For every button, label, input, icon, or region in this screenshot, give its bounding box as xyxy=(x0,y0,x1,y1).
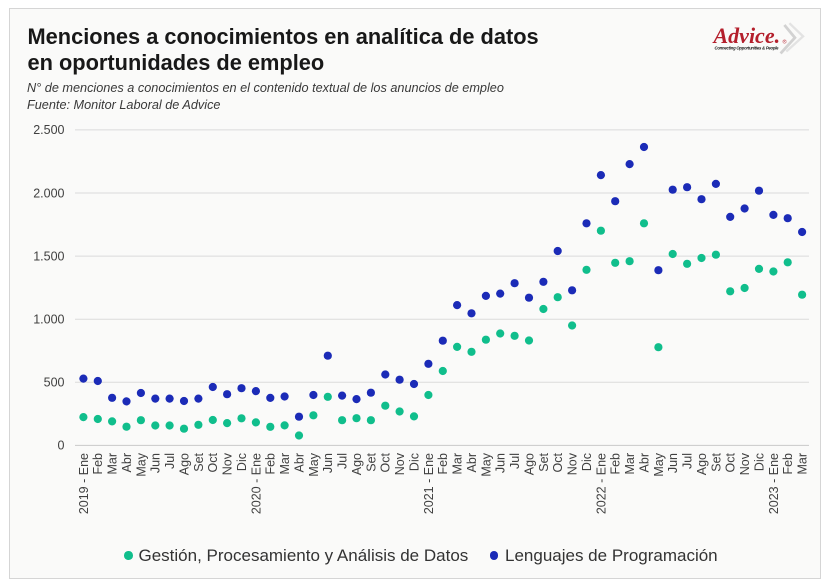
svg-text:2.500: 2.500 xyxy=(33,123,64,137)
svg-text:Mar: Mar xyxy=(278,453,292,475)
svg-text:Jul: Jul xyxy=(681,453,695,469)
svg-text:Feb: Feb xyxy=(264,453,278,475)
svg-text:Set: Set xyxy=(192,452,206,471)
svg-text:Mar: Mar xyxy=(796,453,810,475)
svg-text:Mar: Mar xyxy=(623,453,637,475)
svg-text:Ago: Ago xyxy=(522,453,536,475)
svg-text:Jul: Jul xyxy=(508,453,522,469)
svg-text:Dic: Dic xyxy=(407,453,421,471)
svg-text:Nov: Nov xyxy=(221,452,235,475)
svg-text:Set: Set xyxy=(537,452,551,471)
svg-text:1.500: 1.500 xyxy=(33,249,64,263)
svg-text:Jul: Jul xyxy=(336,453,350,469)
svg-text:Nov: Nov xyxy=(738,452,752,475)
svg-text:2.000: 2.000 xyxy=(33,186,64,200)
svg-text:Mar: Mar xyxy=(106,453,120,475)
svg-text:Oct: Oct xyxy=(379,452,393,472)
svg-text:Set: Set xyxy=(364,452,378,471)
svg-text:Jun: Jun xyxy=(149,453,163,473)
svg-text:2021 - Ene: 2021 - Ene xyxy=(422,453,436,514)
svg-text:Dic: Dic xyxy=(752,453,766,471)
svg-text:0: 0 xyxy=(58,439,65,453)
svg-text:Mar: Mar xyxy=(451,453,465,475)
svg-text:2020 - Ene: 2020 - Ene xyxy=(249,453,263,514)
svg-text:Feb: Feb xyxy=(91,453,105,475)
svg-text:May: May xyxy=(652,452,666,476)
svg-text:500: 500 xyxy=(44,376,65,390)
svg-text:Set: Set xyxy=(709,452,723,471)
svg-text:Ago: Ago xyxy=(350,453,364,475)
svg-text:Abr: Abr xyxy=(120,453,134,472)
svg-text:Feb: Feb xyxy=(436,453,450,475)
svg-text:Jul: Jul xyxy=(163,453,177,469)
svg-text:Oct: Oct xyxy=(551,452,565,472)
svg-text:Nov: Nov xyxy=(566,452,580,475)
svg-text:Advice.: Advice. xyxy=(712,23,780,48)
svg-text:Feb: Feb xyxy=(609,453,623,475)
svg-text:Feb: Feb xyxy=(781,453,795,475)
svg-text:May: May xyxy=(307,452,321,476)
svg-text:2022 - Ene: 2022 - Ene xyxy=(594,453,608,514)
svg-text:Jun: Jun xyxy=(666,453,680,473)
svg-text:Abr: Abr xyxy=(292,453,306,472)
svg-text:1.000: 1.000 xyxy=(33,313,64,327)
svg-text:Dic: Dic xyxy=(580,453,594,471)
svg-text:Ago: Ago xyxy=(695,453,709,475)
svg-text:Oct: Oct xyxy=(724,452,738,472)
svg-text:2019 - Ene: 2019 - Ene xyxy=(77,453,91,514)
svg-text:Oct: Oct xyxy=(206,452,220,472)
svg-text:Abr: Abr xyxy=(465,453,479,472)
svg-text:May: May xyxy=(134,452,148,476)
svg-text:Jun: Jun xyxy=(321,453,335,473)
svg-text:Jun: Jun xyxy=(494,453,508,473)
svg-text:Abr: Abr xyxy=(637,453,651,472)
svg-text:Nov: Nov xyxy=(393,452,407,475)
svg-text:May: May xyxy=(479,452,493,476)
svg-text:®: ® xyxy=(783,39,787,46)
svg-text:Dic: Dic xyxy=(235,453,249,471)
svg-text:2023 - Ene: 2023 - Ene xyxy=(767,453,781,514)
svg-text:Ago: Ago xyxy=(177,453,191,475)
svg-text:Connecting Opportunities & Peo: Connecting Opportunities & People xyxy=(715,45,780,50)
